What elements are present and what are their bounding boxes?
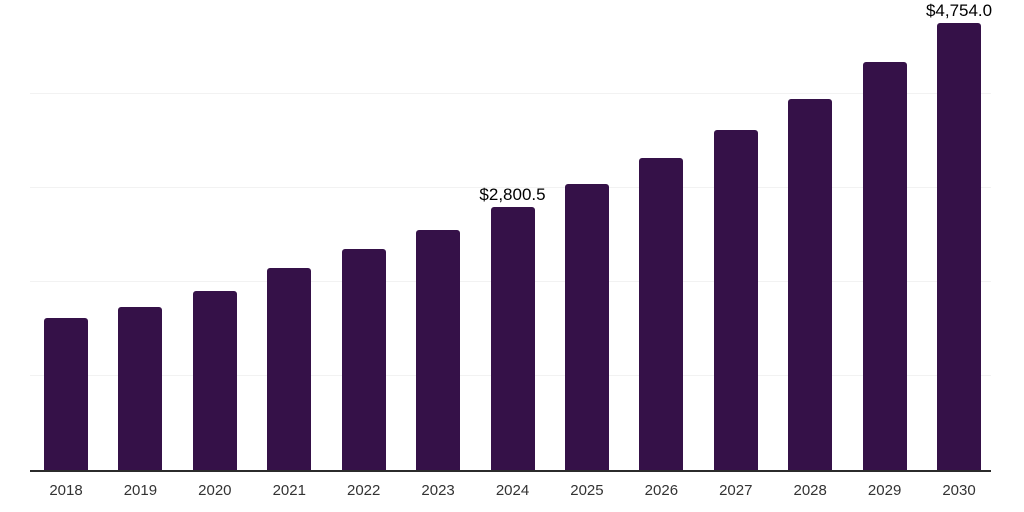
x-tick-label-2021: 2021 [272,482,306,499]
bar-2019 [118,307,163,470]
x-tick-label-2027: 2027 [719,482,753,499]
x-tick-label-2022: 2022 [346,482,381,499]
bar-2021 [267,267,312,470]
gridline [30,93,991,94]
x-tick-label-2030: 2030 [942,482,976,499]
bar-value-label-2030: $4,754.0 [925,1,993,21]
x-tick-label-2024: 2024 [495,482,530,499]
x-tick-label-2020: 2020 [198,482,232,499]
bar-2024 [490,206,535,470]
bar-2023 [416,229,461,470]
bar-2022 [341,248,386,470]
bar-value-label-2024: $2,800.5 [479,184,546,204]
x-tick-label-2026: 2026 [644,482,679,499]
bar-2030 [937,23,982,470]
x-tick-label-2018: 2018 [49,482,83,499]
bar-2029 [862,62,907,470]
bar-2027 [713,129,758,470]
x-tick-label-2029: 2029 [867,482,902,499]
bar-2018 [44,318,88,470]
bar-2020 [192,291,237,470]
bar-2025 [564,183,609,470]
x-tick-label-2023: 2023 [421,482,455,499]
x-tick-label-2019: 2019 [123,482,158,499]
x-tick-label-2025: 2025 [570,482,604,499]
x-tick-label-2028: 2028 [793,482,827,499]
bar-2028 [788,98,833,470]
gridline [30,187,991,188]
plot-area: $2,800.5 $4,754.0 [30,0,993,472]
x-axis: 2018 2019 2020 2021 2022 2023 2024 2025 2026 2027… [30,482,991,506]
bar-2026 [639,158,684,470]
